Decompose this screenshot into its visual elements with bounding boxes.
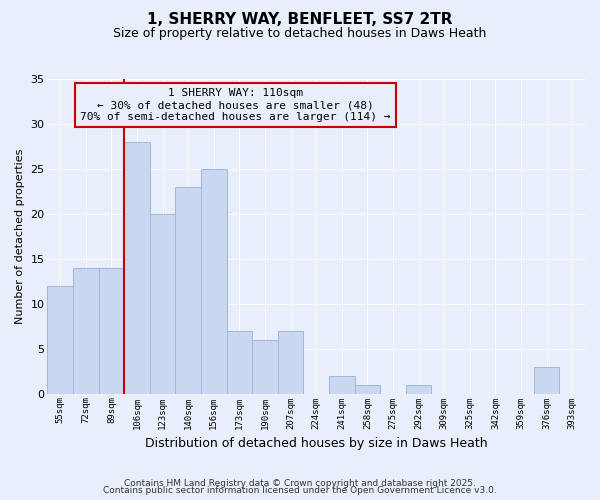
Bar [278, 330, 304, 394]
Bar [98, 268, 124, 394]
Bar [355, 384, 380, 394]
X-axis label: Distribution of detached houses by size in Daws Heath: Distribution of detached houses by size … [145, 437, 488, 450]
Bar [227, 330, 252, 394]
Text: 1 SHERRY WAY: 110sqm
← 30% of detached houses are smaller (48)
70% of semi-detac: 1 SHERRY WAY: 110sqm ← 30% of detached h… [80, 88, 391, 122]
Bar [252, 340, 278, 394]
Bar [73, 268, 98, 394]
Text: 1, SHERRY WAY, BENFLEET, SS7 2TR: 1, SHERRY WAY, BENFLEET, SS7 2TR [147, 12, 453, 28]
Y-axis label: Number of detached properties: Number of detached properties [15, 148, 25, 324]
Text: Contains public sector information licensed under the Open Government Licence v3: Contains public sector information licen… [103, 486, 497, 495]
Bar [534, 366, 559, 394]
Bar [150, 214, 175, 394]
Bar [124, 142, 150, 394]
Bar [406, 384, 431, 394]
Bar [47, 286, 73, 394]
Text: Contains HM Land Registry data © Crown copyright and database right 2025.: Contains HM Land Registry data © Crown c… [124, 478, 476, 488]
Text: Size of property relative to detached houses in Daws Heath: Size of property relative to detached ho… [113, 28, 487, 40]
Bar [175, 187, 201, 394]
Bar [201, 169, 227, 394]
Bar [329, 376, 355, 394]
